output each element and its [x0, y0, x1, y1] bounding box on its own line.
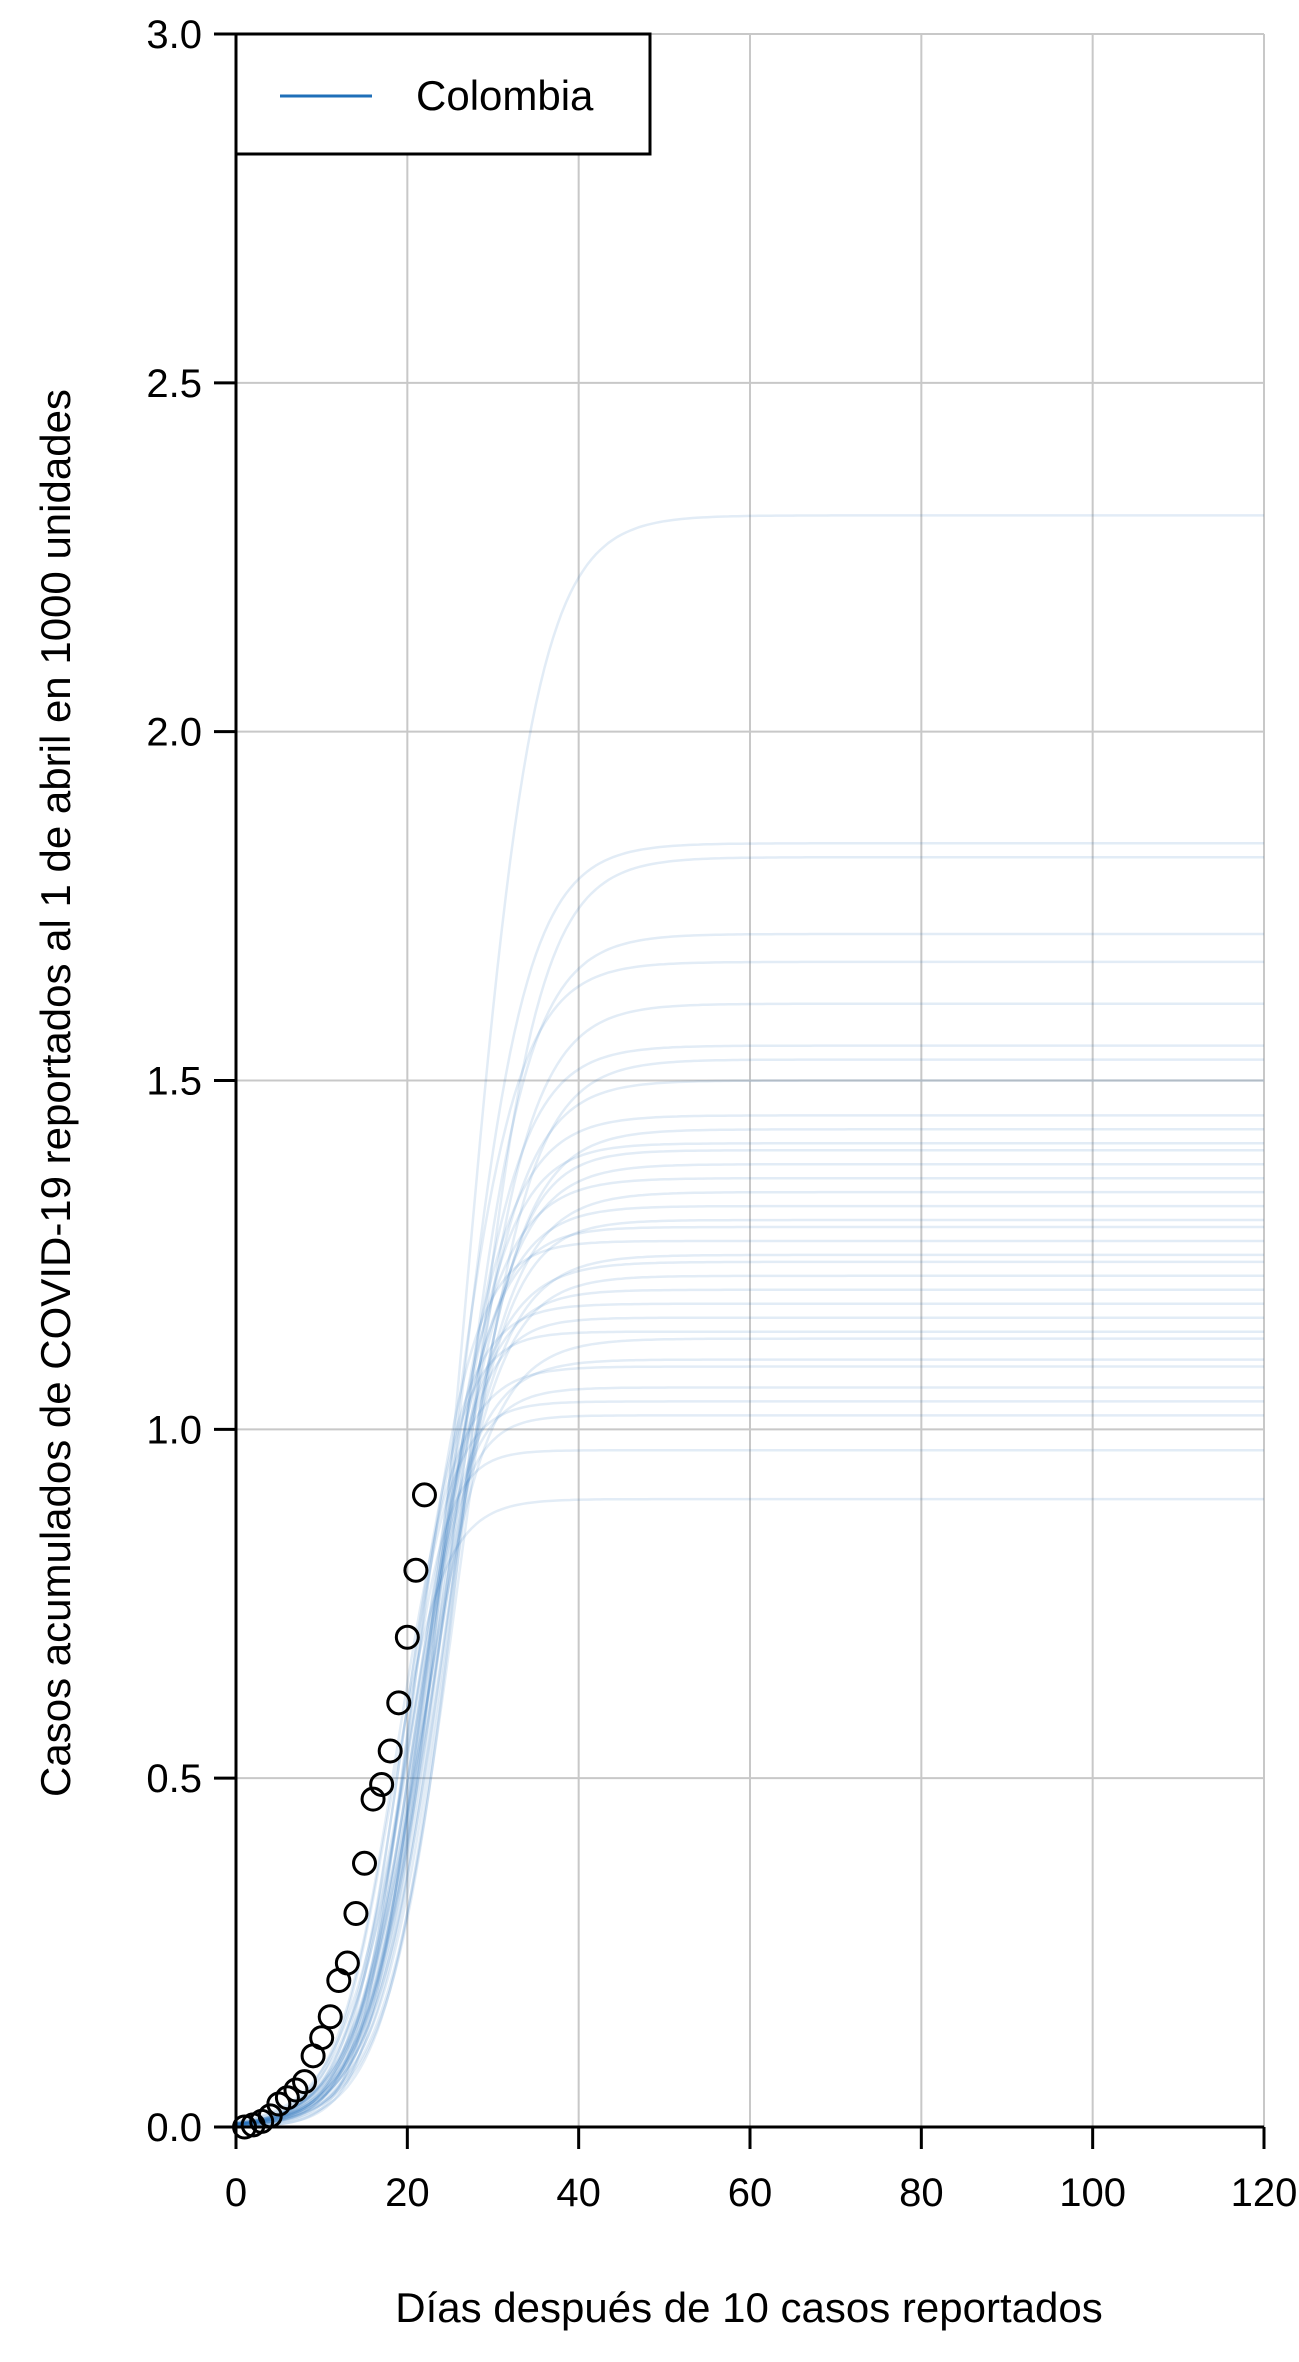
x-tick-label-0: 0 — [225, 2171, 247, 2215]
x-axis-title: Días después de 10 casos reportados — [395, 2284, 1102, 2331]
simulation-curve-17 — [235, 1218, 1264, 2127]
observed-point-15 — [360, 1786, 386, 1812]
simulation-curve-5 — [235, 1365, 1264, 2125]
simulation-curve-12 — [235, 1274, 1264, 2126]
simulation-curve-8 — [235, 1330, 1264, 2128]
observed-point-5 — [274, 2085, 300, 2111]
simulation-curve-10 — [235, 1302, 1264, 2126]
x-tick-label-3: 60 — [728, 2171, 773, 2215]
simulation-curve-7 — [235, 1337, 1264, 2125]
simulation-curve-6 — [235, 1358, 1264, 2125]
observed-point-10 — [317, 2004, 343, 2030]
axes — [214, 32, 1266, 2149]
simulation-curve-3 — [235, 1400, 1264, 2127]
observed-point-19 — [394, 1624, 420, 1650]
observed-point-9 — [309, 2025, 335, 2051]
observed-point-6 — [283, 2077, 309, 2103]
tick-labels: 0 20 40 60 80 100 120 0.0 0.5 1.0 1.5 2.0 2.5 3.0 — [146, 13, 1297, 2215]
simulation-curve-11 — [235, 1288, 1264, 2126]
simulation-curve-15 — [235, 1239, 1264, 2127]
observed-point-18 — [386, 1690, 412, 1716]
simulation-curve-31 — [235, 932, 1264, 2126]
observed-point-20 — [403, 1557, 429, 1583]
simulation-curve-19 — [235, 1190, 1264, 2125]
observed-point-14 — [352, 1850, 377, 1876]
simulation-curve-16 — [235, 1225, 1264, 2127]
simulation-curve-4 — [235, 1386, 1264, 2127]
simulation-curve-26 — [235, 1079, 1264, 2126]
simulation-curve-22 — [235, 1149, 1264, 2127]
simulation-curve-29 — [235, 1002, 1264, 2126]
y-axis-title: Casos acumulados de COVID-19 reportados … — [32, 389, 79, 1797]
simulation-curve-20 — [235, 1176, 1264, 2124]
x-tick-label-1: 20 — [385, 2171, 430, 2215]
simulation-curve-28 — [235, 1044, 1264, 2125]
x-tick-label-2: 40 — [556, 2171, 601, 2215]
observed-point-12 — [334, 1950, 360, 1976]
simulation-curves — [235, 514, 1264, 2128]
y-tick-label-4: 2.0 — [146, 711, 202, 755]
simulation-curve-33 — [235, 842, 1264, 2126]
simulation-curve-23 — [235, 1142, 1264, 2126]
simulation-curve-32 — [235, 855, 1264, 2127]
observed-point-16 — [369, 1771, 395, 1797]
simulation-curve-18 — [235, 1204, 1264, 2125]
y-tick-label-5: 2.5 — [146, 362, 202, 406]
simulation-curve-25 — [235, 1114, 1264, 2125]
y-tick-label-6: 3.0 — [146, 13, 202, 57]
observed-point-17 — [377, 1738, 403, 1764]
observed-point-7 — [292, 2069, 318, 2095]
y-tick-label-1: 0.5 — [146, 1757, 202, 1801]
simulation-curve-34 — [235, 514, 1264, 2126]
simulation-curve-2 — [235, 1414, 1264, 2128]
observed-point-21 — [411, 1482, 437, 1508]
simulation-curve-14 — [235, 1253, 1264, 2125]
y-tick-label-0: 0.0 — [146, 2106, 202, 2150]
x-tick-label-6: 120 — [1231, 2171, 1298, 2215]
grid-lines — [235, 33, 1265, 2128]
observed-points — [232, 1482, 437, 2140]
simulation-curve-30 — [235, 960, 1264, 2125]
simulation-curve-13 — [235, 1260, 1264, 2123]
simulation-curve-21 — [235, 1162, 1264, 2125]
y-tick-label-2: 1.0 — [146, 1408, 202, 1452]
y-tick-label-3: 1.5 — [146, 1060, 202, 1104]
observed-point-13 — [343, 1901, 369, 1927]
legend: Colombia — [234, 32, 652, 156]
simulation-curve-9 — [235, 1316, 1264, 2128]
simulation-curve-1 — [235, 1449, 1264, 2128]
simulation-curve-24 — [235, 1128, 1264, 2126]
x-tick-label-4: 80 — [899, 2171, 944, 2215]
legend-box — [234, 32, 652, 156]
x-tick-label-5: 100 — [1059, 2171, 1126, 2215]
simulation-curve-27 — [235, 1058, 1264, 2127]
legend-label: Colombia — [416, 72, 594, 119]
